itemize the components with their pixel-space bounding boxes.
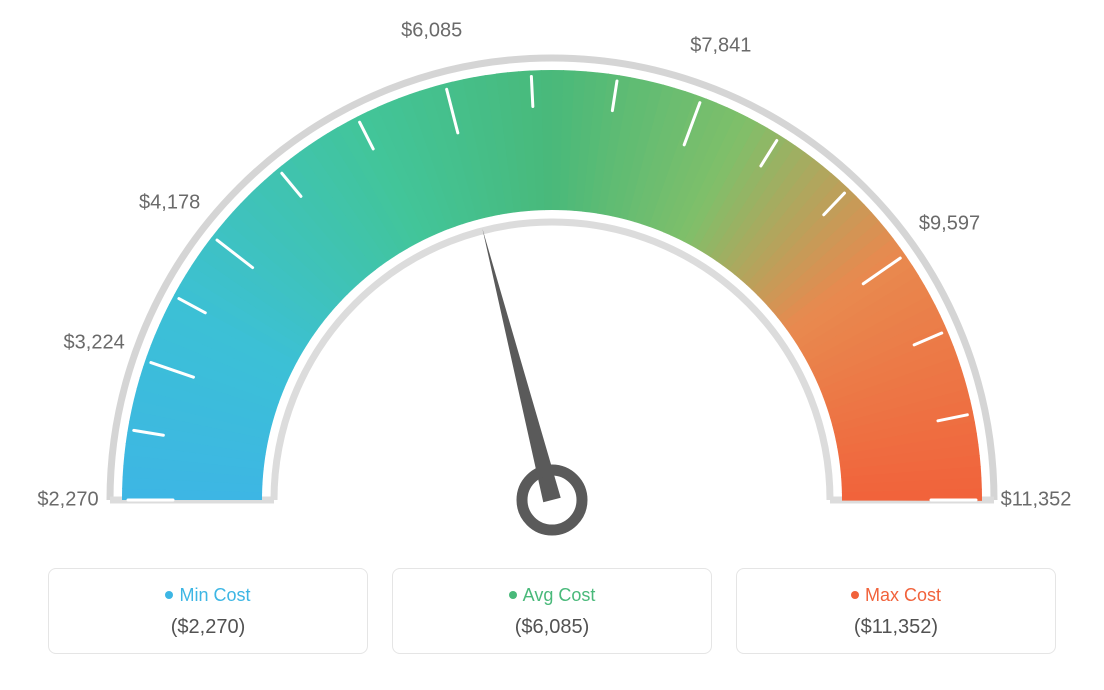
- gauge-tick-label: $6,085: [401, 20, 462, 43]
- max-cost-title: Max Cost: [749, 585, 1043, 606]
- max-dot-icon: [851, 591, 859, 599]
- min-cost-title: Min Cost: [61, 585, 355, 606]
- gauge-tick-label: $7,841: [690, 35, 751, 58]
- gauge-svg: [0, 0, 1104, 560]
- gauge-tick-label: $3,224: [64, 332, 125, 355]
- gauge-tick-label: $2,270: [37, 489, 98, 512]
- legend-row: Min Cost ($2,270) Avg Cost ($6,085) Max …: [0, 568, 1104, 654]
- gauge-area: $2,270 $3,224 $4,178 $6,085 $7,841 $9,597 $11,…: [0, 0, 1104, 560]
- max-cost-title-text: Max Cost: [865, 585, 941, 605]
- gauge-tick-label: $4,178: [139, 192, 200, 215]
- avg-cost-title-text: Avg Cost: [523, 585, 596, 605]
- min-cost-value: ($2,270): [61, 616, 355, 639]
- avg-cost-title: Avg Cost: [405, 585, 699, 606]
- min-cost-title-text: Min Cost: [179, 585, 250, 605]
- gauge-chart-container: $2,270 $3,224 $4,178 $6,085 $7,841 $9,597 $11,…: [0, 0, 1104, 690]
- max-cost-card: Max Cost ($11,352): [736, 568, 1056, 654]
- avg-dot-icon: [509, 591, 517, 599]
- min-dot-icon: [165, 591, 173, 599]
- max-cost-value: ($11,352): [749, 616, 1043, 639]
- min-cost-card: Min Cost ($2,270): [48, 568, 368, 654]
- gauge-tick-label: $9,597: [919, 212, 980, 235]
- gauge-tick-label: $11,352: [1001, 489, 1072, 512]
- avg-cost-value: ($6,085): [405, 616, 699, 639]
- avg-cost-card: Avg Cost ($6,085): [392, 568, 712, 654]
